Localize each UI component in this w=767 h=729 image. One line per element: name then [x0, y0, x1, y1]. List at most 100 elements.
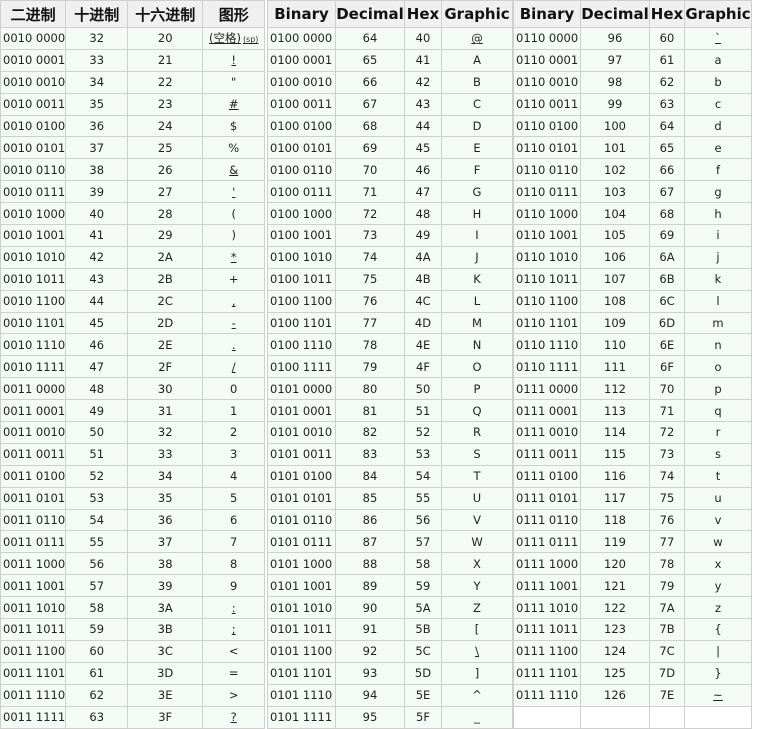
decimal-cell: 126: [581, 684, 649, 706]
binary-cell: 0101 1100: [268, 640, 335, 662]
decimal-cell: 53: [66, 487, 128, 509]
binary-cell: 0110 1000: [514, 203, 580, 225]
decimal-cell: 63: [66, 706, 128, 728]
graphic-cell: 2: [203, 422, 265, 443]
graphic-cell: 4: [203, 465, 265, 487]
graphic-cell[interactable]: ,: [203, 290, 265, 312]
hex-cell: 35: [128, 487, 203, 509]
graphic-link[interactable]: `: [715, 31, 721, 46]
decimal-cell: 120: [581, 553, 649, 575]
binary-cell: 0100 1100: [268, 290, 335, 312]
hex-cell: 60: [650, 28, 684, 49]
graphic-link[interactable]: -: [231, 316, 236, 331]
graphic-cell[interactable]: ;: [203, 619, 265, 640]
hex-cell: 2A: [128, 246, 203, 268]
graphic-link[interactable]: .: [231, 337, 236, 352]
table-row: 0100 1100 76 4C L: [268, 290, 512, 312]
binary-cell: 0010 1000: [1, 203, 66, 225]
decimal-cell: 47: [66, 356, 128, 378]
graphic-cell[interactable]: ': [203, 181, 265, 203]
table-row: 0101 1001 89 59 Y: [268, 575, 512, 597]
table-row: 0011 1010 58 3A:: [1, 597, 265, 619]
binary-cell: 0101 0101: [268, 487, 335, 509]
graphic-link[interactable]: ,: [231, 294, 236, 309]
graphic-cell[interactable]: .: [203, 334, 265, 356]
hex-cell: 70: [650, 378, 684, 400]
graphic-cell[interactable]: ?: [203, 706, 265, 728]
decimal-cell: 41: [66, 225, 128, 246]
graphic-link[interactable]: #: [228, 97, 239, 112]
graphic-cell: I: [442, 225, 512, 246]
graphic-link[interactable]: (空格): [208, 31, 241, 46]
decimal-cell: 106: [581, 246, 649, 268]
graphic-link[interactable]: :: [231, 600, 236, 615]
graphic-cell[interactable]: -: [203, 312, 265, 334]
graphic-cell: _: [442, 706, 512, 728]
graphic-link[interactable]: ': [232, 184, 236, 199]
binary-cell: 0101 1000: [268, 553, 335, 575]
graphic-cell: ): [203, 225, 265, 246]
graphic-cell: C: [442, 93, 512, 115]
graphic-cell[interactable]: !: [203, 49, 265, 71]
hex-cell: 5D: [405, 662, 441, 684]
hex-cell: 2F: [128, 356, 203, 378]
table-row: 0101 1110 94 5E ^: [268, 684, 512, 706]
hex-cell: 33: [128, 443, 203, 465]
binary-cell: 0011 1011: [1, 619, 66, 640]
hex-cell: 23: [128, 93, 203, 115]
graphic-cell[interactable]: *: [203, 246, 265, 268]
table-row: 0010 1001 41 29): [1, 225, 265, 246]
binary-cell: 0110 1001: [514, 225, 580, 246]
graphic-cell: h: [685, 203, 751, 225]
graphic-cell: +: [203, 268, 265, 290]
graphic-cell[interactable]: \: [442, 640, 512, 662]
graphic-cell[interactable]: :: [203, 597, 265, 619]
decimal-header: Decimal: [581, 1, 649, 27]
graphic-cell: E: [442, 137, 512, 159]
graphic-link[interactable]: \: [475, 644, 479, 659]
binary-cell: 0100 0011: [268, 93, 335, 115]
graphic-link[interactable]: ?: [230, 710, 237, 725]
graphic-link[interactable]: !: [231, 53, 237, 68]
decimal-cell: 105: [581, 225, 649, 246]
binary-cell: 0101 0111: [268, 531, 335, 553]
graphic-link[interactable]: @: [471, 31, 483, 46]
binary-cell: 0101 1010: [268, 597, 335, 619]
binary-cell: 0111 0111: [514, 531, 580, 553]
table-row: 0010 1101 45 2D -: [1, 312, 265, 334]
binary-cell: 0111 1010: [514, 597, 580, 619]
table-row: 0101 0011 83 53 S: [268, 443, 512, 465]
graphic-cell: }: [685, 662, 751, 684]
graphic-link[interactable]: ~: [713, 688, 723, 703]
graphic-cell: Y: [442, 575, 512, 597]
graphic-cell[interactable]: `: [685, 28, 751, 49]
binary-cell: 0010 1001: [1, 225, 66, 246]
table-row: 0100 0010 66 42 B: [268, 71, 512, 93]
graphic-cell[interactable]: &: [203, 159, 265, 181]
graphic-cell[interactable]: (空格) (sp): [203, 28, 265, 49]
graphic-cell[interactable]: ~: [685, 684, 751, 706]
graphic-link[interactable]: /: [231, 359, 236, 374]
table-row: 0010 1010 42 2A *: [1, 246, 265, 268]
graphic-link[interactable]: ;: [231, 622, 236, 637]
hex-cell: 32: [128, 422, 203, 443]
hex-cell: 75: [650, 487, 684, 509]
binary-cell: 0100 0100: [268, 115, 335, 137]
graphic-cell: T: [442, 465, 512, 487]
binary-cell: 0100 1110: [268, 334, 335, 356]
graphic-link[interactable]: &: [229, 162, 239, 177]
decimal-cell: 72: [336, 203, 404, 225]
graphic-cell[interactable]: /: [203, 356, 265, 378]
binary-cell: 0111 0100: [514, 465, 580, 487]
hex-cell: 67: [650, 181, 684, 203]
table-row: 0011 0101 53 35 5: [1, 487, 265, 509]
decimal-cell: 54: [66, 509, 128, 531]
graphic-cell[interactable]: #: [203, 93, 265, 115]
graphic-cell[interactable]: @: [442, 28, 512, 49]
table-row: 0010 0001 33 21!: [1, 49, 265, 71]
binary-cell: 0010 1110: [1, 334, 66, 356]
hex-cell: 7E: [650, 684, 684, 706]
hex-cell: 2E: [128, 334, 203, 356]
graphic-link[interactable]: *: [230, 250, 237, 265]
decimal-cell: 67: [336, 93, 404, 115]
